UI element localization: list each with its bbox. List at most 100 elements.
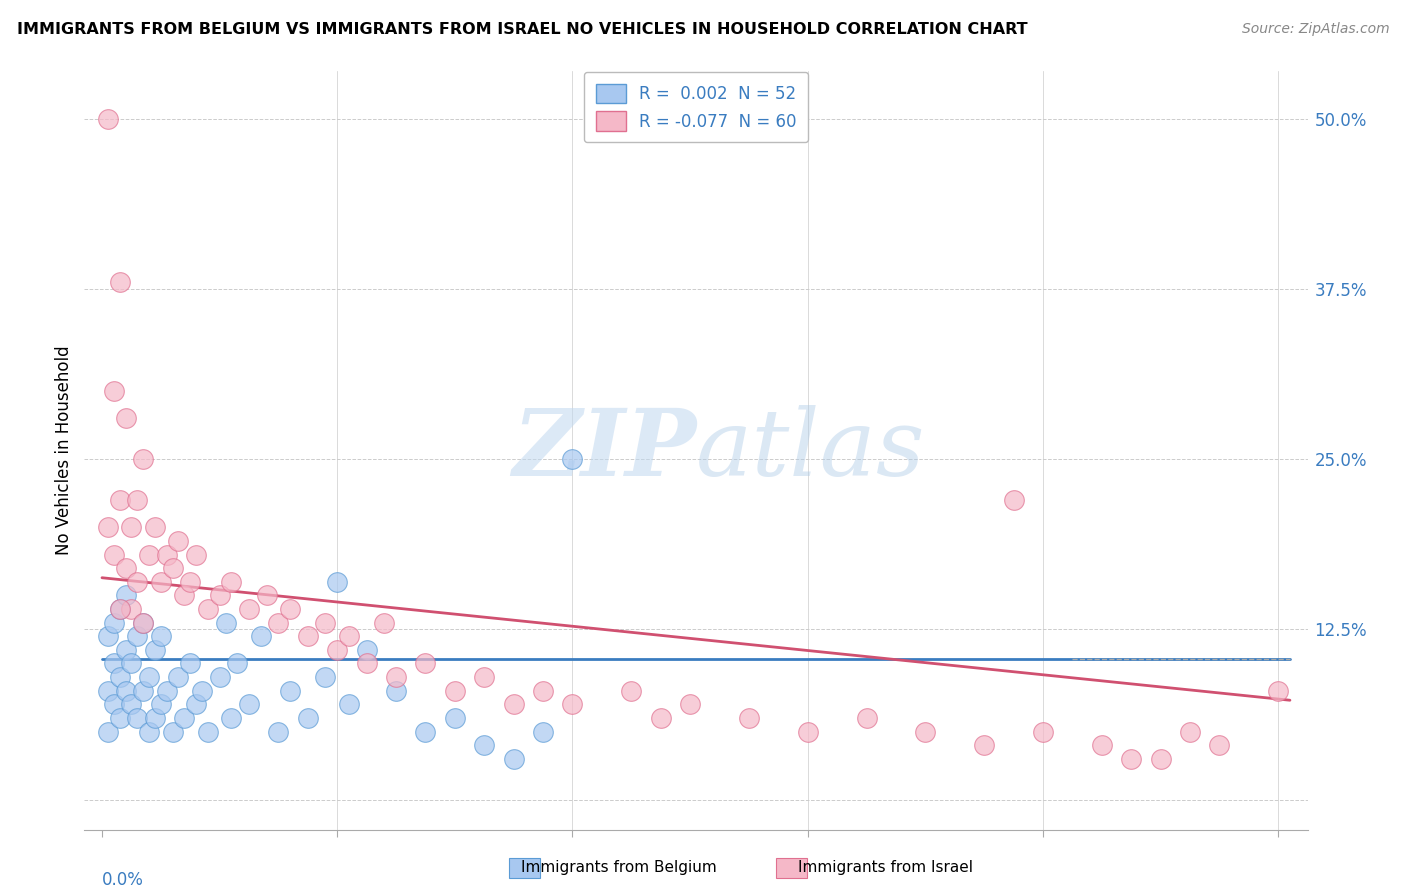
Y-axis label: No Vehicles in Household: No Vehicles in Household xyxy=(55,345,73,556)
Point xyxy=(138,548,160,562)
Point xyxy=(120,698,142,712)
Point xyxy=(444,711,467,725)
Point xyxy=(561,452,583,467)
Point xyxy=(326,574,349,589)
Point xyxy=(114,683,136,698)
Point xyxy=(1032,724,1054,739)
Point xyxy=(208,589,231,603)
Point xyxy=(103,698,125,712)
Point xyxy=(914,724,936,739)
Point xyxy=(221,711,243,725)
Point xyxy=(132,452,155,467)
Point xyxy=(179,574,201,589)
Point xyxy=(97,520,120,534)
Point xyxy=(221,574,243,589)
Point xyxy=(103,548,125,562)
Point xyxy=(108,602,131,616)
Point xyxy=(143,711,166,725)
Point xyxy=(297,711,319,725)
Point xyxy=(108,276,131,290)
Point xyxy=(238,698,260,712)
Point xyxy=(120,602,142,616)
Point xyxy=(138,724,160,739)
Point xyxy=(120,657,142,671)
Point xyxy=(138,670,160,684)
Point xyxy=(103,615,125,630)
Point xyxy=(256,589,278,603)
Point xyxy=(114,643,136,657)
Text: 0.0%: 0.0% xyxy=(103,871,143,889)
Point xyxy=(149,629,172,643)
Point xyxy=(1178,724,1201,739)
Point xyxy=(156,683,179,698)
Point xyxy=(472,738,495,752)
Point xyxy=(238,602,260,616)
Point xyxy=(796,724,818,739)
Point xyxy=(167,533,190,548)
Point xyxy=(97,683,120,698)
Point xyxy=(156,548,179,562)
Point xyxy=(267,615,290,630)
Point xyxy=(385,670,408,684)
Point xyxy=(114,561,136,575)
Text: Source: ZipAtlas.com: Source: ZipAtlas.com xyxy=(1241,22,1389,37)
Point xyxy=(679,698,702,712)
Point xyxy=(167,670,190,684)
Point xyxy=(127,629,149,643)
Point xyxy=(650,711,672,725)
Point xyxy=(184,698,207,712)
Point xyxy=(97,629,120,643)
Point xyxy=(415,724,437,739)
Point xyxy=(127,493,149,508)
Point xyxy=(103,657,125,671)
Point xyxy=(373,615,395,630)
Point xyxy=(855,711,877,725)
Point xyxy=(143,643,166,657)
Point xyxy=(267,724,290,739)
Point xyxy=(337,629,360,643)
Point xyxy=(356,643,378,657)
Point xyxy=(415,657,437,671)
Point xyxy=(173,589,195,603)
Point xyxy=(108,602,131,616)
Point xyxy=(444,683,467,698)
Point xyxy=(114,589,136,603)
Point xyxy=(149,698,172,712)
Point xyxy=(1091,738,1114,752)
Point xyxy=(108,493,131,508)
Point xyxy=(197,602,219,616)
Point xyxy=(314,670,336,684)
Point xyxy=(179,657,201,671)
Point xyxy=(385,683,408,698)
Point xyxy=(162,724,184,739)
Point xyxy=(531,683,554,698)
Point xyxy=(132,615,155,630)
Point xyxy=(1267,683,1289,698)
Point xyxy=(561,698,583,712)
Point xyxy=(120,520,142,534)
Point xyxy=(184,548,207,562)
Point xyxy=(108,670,131,684)
Point xyxy=(1208,738,1230,752)
Point xyxy=(197,724,219,739)
Point xyxy=(97,112,120,126)
Point xyxy=(620,683,643,698)
Point xyxy=(108,711,131,725)
Text: Immigrants from Israel: Immigrants from Israel xyxy=(799,860,973,874)
Text: atlas: atlas xyxy=(696,406,925,495)
Point xyxy=(114,411,136,425)
Point xyxy=(173,711,195,725)
Point xyxy=(356,657,378,671)
Point xyxy=(326,643,349,657)
Point xyxy=(297,629,319,643)
Point xyxy=(162,561,184,575)
Point xyxy=(502,752,524,766)
Point xyxy=(97,724,120,739)
Point xyxy=(226,657,249,671)
Point xyxy=(149,574,172,589)
Point xyxy=(127,574,149,589)
Point xyxy=(127,711,149,725)
Point xyxy=(208,670,231,684)
Text: ZIP: ZIP xyxy=(512,406,696,495)
Point xyxy=(337,698,360,712)
